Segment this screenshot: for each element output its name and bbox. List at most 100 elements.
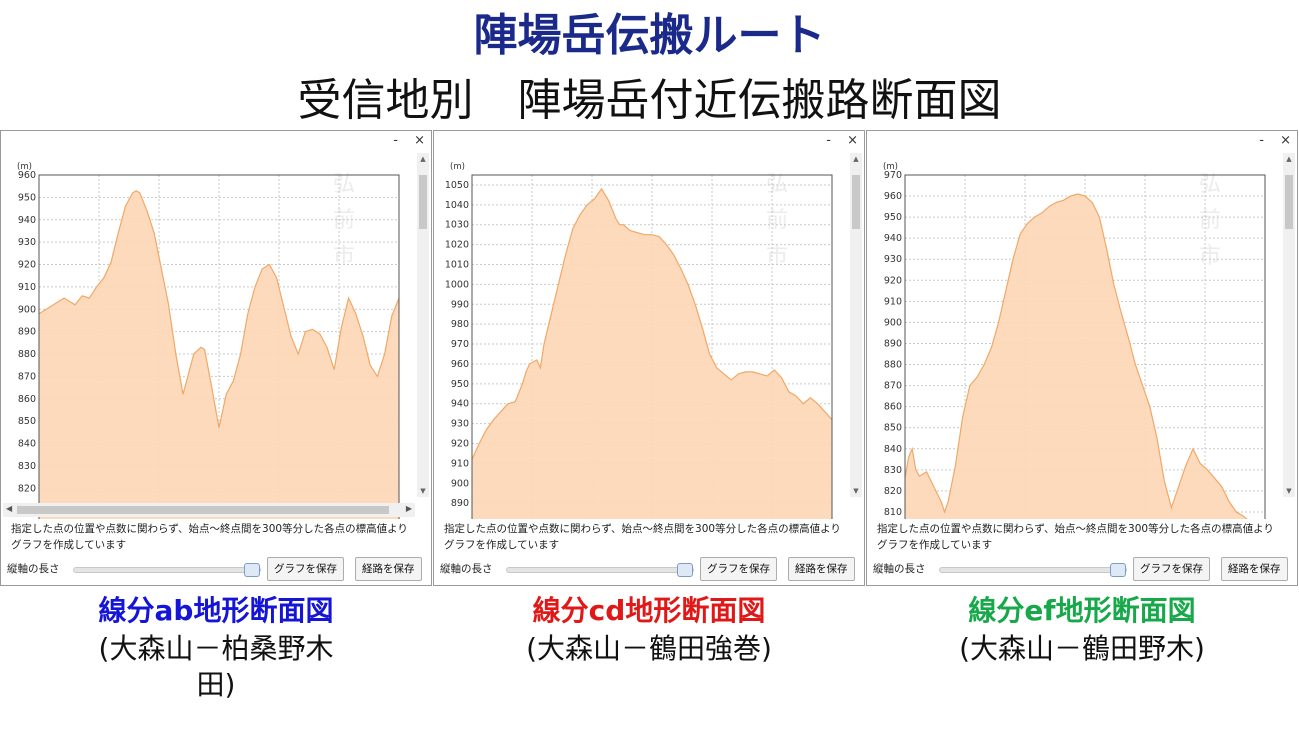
- save-graph-button[interactable]: グラフを保存: [267, 557, 344, 581]
- y-tick-label: 940: [884, 233, 902, 244]
- close-button[interactable]: ×: [847, 133, 858, 148]
- y-tick-label: 1050: [445, 180, 469, 191]
- window-controls: - ×: [1247, 133, 1291, 148]
- map-watermark-char: 市: [1199, 244, 1221, 269]
- y-tick-label: 840: [884, 444, 902, 455]
- map-watermark-char: 前: [766, 208, 788, 233]
- note-line: グラフを作成しています: [11, 539, 127, 551]
- y-tick-label: 910: [451, 458, 469, 469]
- y-tick-label: 1030: [445, 220, 469, 231]
- minimize-button[interactable]: -: [1259, 133, 1264, 148]
- y-tick-label: 990: [451, 299, 469, 310]
- y-tick-label: 1020: [445, 240, 469, 251]
- profile-window-cd: - × 弘前市880890900910920930940950960970980…: [433, 130, 865, 586]
- y-tick-label: 970: [884, 170, 902, 181]
- note-line: 指定した点の位置や点数に関わらず、始点～終点間を300等分した各点の標高値より: [11, 523, 408, 535]
- slider-knob[interactable]: [677, 563, 693, 577]
- scroll-down-icon[interactable]: ▼: [853, 487, 859, 495]
- scroll-down-icon[interactable]: ▼: [1286, 487, 1292, 495]
- map-watermark-char: 弘: [1199, 172, 1221, 197]
- window-controls: - ×: [814, 133, 858, 148]
- profile-note: 指定した点の位置や点数に関わらず、始点～終点間を300等分した各点の標高値より …: [444, 521, 858, 553]
- elevation-area: [39, 190, 399, 519]
- y-tick-label: 1000: [445, 279, 469, 290]
- y-tick-label: 840: [18, 439, 36, 450]
- save-route-button[interactable]: 経路を保存: [788, 557, 855, 581]
- y-tick-label: 960: [18, 170, 36, 181]
- vertical-scale-label: 縦軸の長さ: [873, 563, 926, 575]
- y-tick-label: 960: [451, 359, 469, 370]
- scrollbar-thumb[interactable]: [419, 175, 427, 229]
- save-graph-button[interactable]: グラフを保存: [700, 557, 777, 581]
- save-graph-button[interactable]: グラフを保存: [1133, 557, 1210, 581]
- y-tick-label: 870: [884, 381, 902, 392]
- map-watermark-char: 市: [333, 244, 355, 269]
- y-tick-label: 980: [451, 319, 469, 330]
- elevation-area: [905, 194, 1247, 519]
- scrollbar-thumb[interactable]: [1285, 175, 1293, 229]
- vertical-scale-slider[interactable]: [73, 563, 261, 577]
- scroll-up-icon[interactable]: ▲: [853, 155, 859, 163]
- caption-cd: 線分cd地形断面図 (大森山－鶴田強巻): [433, 592, 865, 668]
- profile-chart-svg: 弘前市8108208308408508608708808909009109209…: [883, 162, 1266, 519]
- caption-subtitle: (大森山－鶴田強巻): [526, 632, 772, 665]
- scroll-left-icon[interactable]: ◀: [6, 504, 13, 513]
- map-watermark-char: 市: [766, 244, 788, 269]
- minimize-button[interactable]: -: [393, 133, 398, 148]
- y-tick-label: 910: [18, 282, 36, 293]
- elevation-line: [471, 187, 833, 460]
- close-button[interactable]: ×: [414, 133, 425, 148]
- y-tick-label: 870: [18, 371, 36, 382]
- y-tick-label: 920: [18, 260, 36, 271]
- scroll-up-icon[interactable]: ▲: [420, 155, 426, 163]
- y-tick-label: 960: [884, 191, 902, 202]
- slide-title: 陣場岳伝搬ルート: [473, 10, 826, 61]
- y-unit-label: (m): [450, 162, 465, 172]
- vertical-scrollbar[interactable]: ▲ ▼: [850, 153, 862, 497]
- y-tick-label: 930: [884, 254, 902, 265]
- caption-title: 線分ab地形断面図: [98, 594, 334, 627]
- map-watermark-char: 弘: [333, 172, 355, 197]
- vertical-scrollbar[interactable]: ▲ ▼: [1283, 153, 1295, 497]
- profile-chart: 弘前市8108208308408508608708808909009109209…: [3, 153, 429, 519]
- y-tick-label: 940: [451, 399, 469, 410]
- elevation-line: [38, 189, 400, 428]
- y-tick-label: 900: [18, 304, 36, 315]
- scrollbar-thumb[interactable]: [852, 175, 860, 229]
- scroll-right-icon[interactable]: ▶: [405, 504, 412, 513]
- slider-knob[interactable]: [244, 563, 260, 577]
- y-tick-label: 900: [884, 317, 902, 328]
- vertical-scrollbar[interactable]: ▲ ▼: [417, 153, 429, 497]
- elevation-area: [472, 188, 832, 519]
- scroll-up-icon[interactable]: ▲: [1286, 155, 1292, 163]
- vertical-scale-slider[interactable]: [506, 563, 694, 577]
- vertical-scale-label: 縦軸の長さ: [7, 563, 60, 575]
- y-tick-label: 920: [451, 439, 469, 450]
- y-tick-label: 930: [18, 237, 36, 248]
- y-tick-label: 830: [18, 461, 36, 472]
- y-tick-label: 890: [884, 338, 902, 349]
- minimize-button[interactable]: -: [826, 133, 831, 148]
- note-line: 指定した点の位置や点数に関わらず、始点～終点間を300等分した各点の標高値より: [877, 523, 1274, 535]
- plot-frame: [471, 174, 833, 519]
- slide-subtitle: 受信地別 陣場岳付近伝搬路断面図: [297, 75, 1002, 126]
- scroll-down-icon[interactable]: ▼: [420, 487, 426, 495]
- y-tick-label: 880: [451, 518, 469, 519]
- y-tick-label: 1040: [445, 200, 469, 211]
- close-button[interactable]: ×: [1280, 133, 1291, 148]
- y-tick-label: 950: [451, 379, 469, 390]
- horizontal-scrollbar[interactable]: ◀ ▶: [3, 503, 415, 517]
- vertical-scale-slider[interactable]: [939, 563, 1127, 577]
- slider-knob[interactable]: [1110, 563, 1126, 577]
- profile-chart-svg: 弘前市8108208308408508608708808909009109209…: [17, 162, 400, 519]
- profile-chart: 弘前市8808909009109209309409509609709809901…: [436, 153, 862, 519]
- save-route-button[interactable]: 経路を保存: [355, 557, 422, 581]
- profile-window-ab: - × 弘前市810820830840850860870880890900910…: [0, 130, 432, 586]
- save-route-button[interactable]: 経路を保存: [1221, 557, 1288, 581]
- map-watermark-char: 前: [1199, 208, 1221, 233]
- y-tick-label: 970: [451, 339, 469, 350]
- scrollbar-thumb[interactable]: [17, 506, 389, 514]
- y-tick-label: 910: [884, 296, 902, 307]
- caption-title: 線分ef地形断面図: [968, 594, 1196, 627]
- caption-ef: 線分ef地形断面図 (大森山－鶴田野木): [866, 592, 1298, 668]
